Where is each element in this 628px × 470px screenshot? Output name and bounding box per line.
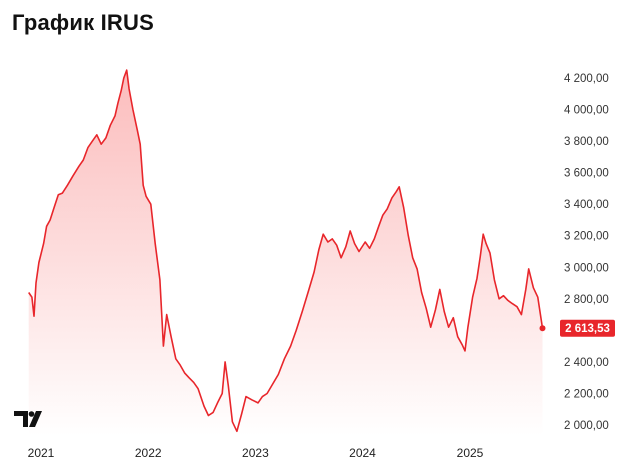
tradingview-logo — [14, 411, 42, 427]
y-tick-label: 2 400,00 — [564, 357, 609, 369]
price-area-fill — [28, 70, 543, 436]
page-title: График IRUS — [12, 10, 154, 35]
last-price-dot — [539, 325, 546, 332]
last-price-badge — [560, 319, 615, 337]
y-tick-label: 4 200,00 — [564, 73, 609, 85]
price-line — [28, 69, 544, 433]
y-tick-label: 3 600,00 — [564, 168, 609, 180]
y-tick-label: 2 200,00 — [564, 389, 609, 401]
x-tick-label: 2024 — [349, 446, 376, 460]
y-tick-label: 3 800,00 — [564, 136, 609, 148]
y-tick-label: 3 400,00 — [564, 199, 609, 211]
y-tick-label: 3 000,00 — [564, 262, 609, 274]
x-tick-label: 2025 — [457, 446, 484, 460]
x-tick-label: 2021 — [28, 446, 55, 460]
y-tick-label: 2 800,00 — [564, 294, 609, 306]
last-price-label: 2 613,53 — [565, 323, 610, 335]
y-tick-label: 2 000,00 — [564, 420, 609, 432]
y-tick-label: 3 200,00 — [564, 231, 609, 243]
x-tick-label: 2023 — [242, 446, 269, 460]
x-tick-label: 2022 — [135, 446, 162, 460]
y-tick-label: 4 000,00 — [564, 105, 609, 117]
